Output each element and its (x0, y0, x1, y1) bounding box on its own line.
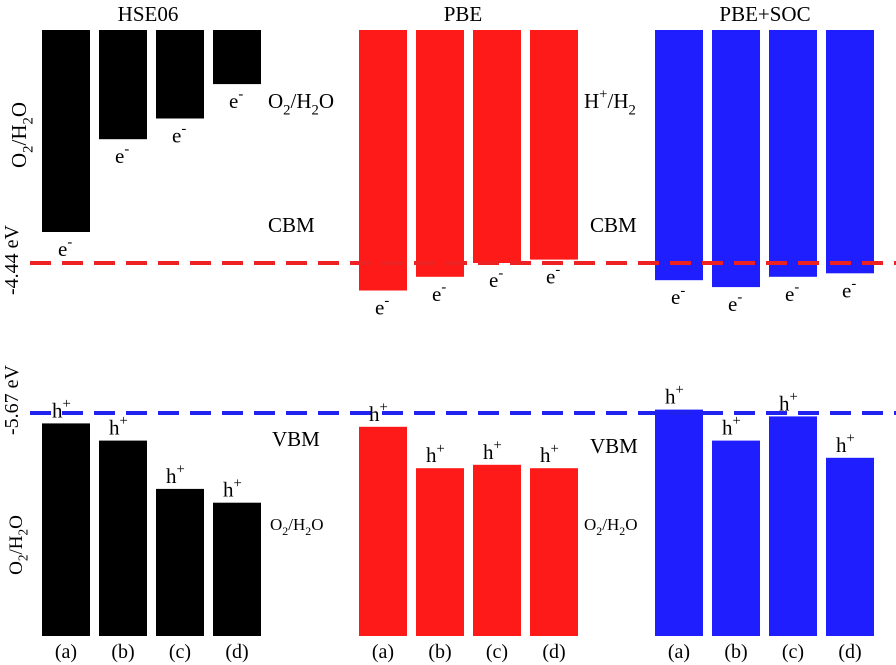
category-label-0-0: (a) (55, 641, 77, 663)
vbm-bar-PBE+SOC-3 (826, 457, 874, 636)
vbm-bar-PBE+SOC-1 (712, 440, 760, 636)
category-label-1-3: (d) (542, 641, 565, 663)
vbm-bar-HSE06-3 (213, 502, 261, 636)
cbm-bar-PBE-1 (416, 30, 464, 277)
category-label-1-2: (c) (486, 641, 508, 663)
group-title-0: HSE06 (118, 2, 179, 26)
bars-layer (42, 30, 874, 636)
vbm-bar-PBE+SOC-0 (655, 409, 703, 636)
cbm-bar-PBE+SOC-2 (769, 30, 817, 277)
electron-label-0-2: e- (172, 121, 186, 147)
cbm-value-label: -4.44 eV (1, 224, 23, 295)
hole-label-0-0: h+ (52, 396, 71, 422)
vbm-bar-PBE-3 (530, 468, 578, 636)
hole-label-1-0: h+ (369, 399, 388, 425)
vbm-bar-PBE-1 (416, 468, 464, 636)
hole-label-1-3: h+ (540, 441, 559, 467)
group-title-2: PBE+SOC (719, 2, 810, 26)
electron-label-1-3: e- (546, 262, 560, 288)
vbm-bar-PBE+SOC-2 (769, 416, 817, 636)
cbm-bar-PBE+SOC-3 (826, 30, 874, 274)
category-label-2-1: (b) (724, 641, 747, 663)
category-label-1-0: (a) (372, 641, 394, 663)
cbm-bar-HSE06-3 (213, 30, 261, 85)
hole-label-2-2: h+ (779, 389, 798, 415)
vbm-bar-PBE-0 (359, 426, 407, 636)
vbm-bar-HSE06-0 (42, 423, 90, 636)
cbm-label-left: CBM (268, 213, 315, 237)
h-h2-label: H+/H2 (584, 87, 636, 119)
o2-h2o-upper-label: O2/H2O (7, 102, 36, 168)
labels-layer: HSE06 e-e-e-e-h+ (a) h+ (b) h+ (c) h+ (d) PBE e-e-… (1, 2, 862, 663)
group-title-1: PBE (444, 2, 483, 26)
hole-label-0-2: h+ (166, 461, 185, 487)
cbm-bar-HSE06-0 (42, 30, 90, 232)
electron-label-2-1: e- (728, 290, 742, 316)
category-label-0-1: (b) (111, 641, 134, 663)
vbm-bar-PBE-2 (473, 464, 521, 636)
cbm-bar-PBE-0 (359, 30, 407, 291)
hole-label-0-3: h+ (223, 475, 242, 501)
electron-label-2-3: e- (842, 276, 856, 302)
category-label-2-3: (d) (838, 641, 861, 663)
vbm-value-label: -5.67 eV (1, 364, 23, 435)
vbm-label-left: VBM (272, 427, 320, 451)
cbm-bar-PBE+SOC-1 (712, 30, 760, 288)
o2-h2o-mid-lower-label: O2/H2O (270, 515, 323, 538)
hole-label-1-2: h+ (483, 437, 502, 463)
hole-label-2-1: h+ (722, 413, 741, 439)
vbm-bar-HSE06-2 (156, 488, 204, 636)
category-label-2-0: (a) (668, 641, 690, 663)
electron-label-1-0: e- (375, 293, 389, 319)
cbm-bar-PBE-3 (530, 30, 578, 260)
electron-label-0-1: e- (115, 142, 129, 168)
electron-label-1-1: e- (432, 279, 446, 305)
category-label-0-2: (c) (169, 641, 191, 663)
hole-label-2-3: h+ (836, 430, 855, 456)
category-label-1-1: (b) (428, 641, 451, 663)
reference-lines (30, 261, 896, 415)
electron-label-2-0: e- (671, 283, 685, 309)
vbm-bar-HSE06-1 (99, 440, 147, 636)
cbm-label-right: CBM (590, 213, 637, 237)
electron-label-0-0: e- (58, 235, 72, 261)
hole-label-2-0: h+ (665, 382, 684, 408)
cbm-bar-HSE06-1 (99, 30, 147, 140)
electron-label-2-2: e- (785, 279, 799, 305)
o2-h2o-lower-label: O2/H2O (6, 515, 31, 575)
hole-label-0-1: h+ (109, 413, 128, 439)
electron-label-0-3: e- (229, 87, 243, 113)
o2-h2o-mid-label: O2/H2O (268, 89, 334, 118)
category-label-0-3: (d) (225, 641, 248, 663)
cbm-bar-PBE+SOC-0 (655, 30, 703, 281)
electron-label-1-2: e- (489, 266, 503, 292)
category-label-2-2: (c) (782, 641, 804, 663)
cbm-bar-HSE06-2 (156, 30, 204, 119)
o2-h2o-right-lower-label: O2/H2O (584, 515, 637, 538)
vbm-label-right: VBM (590, 434, 638, 458)
cbm-bar-PBE-2 (473, 30, 521, 263)
hole-label-1-1: h+ (426, 441, 445, 467)
